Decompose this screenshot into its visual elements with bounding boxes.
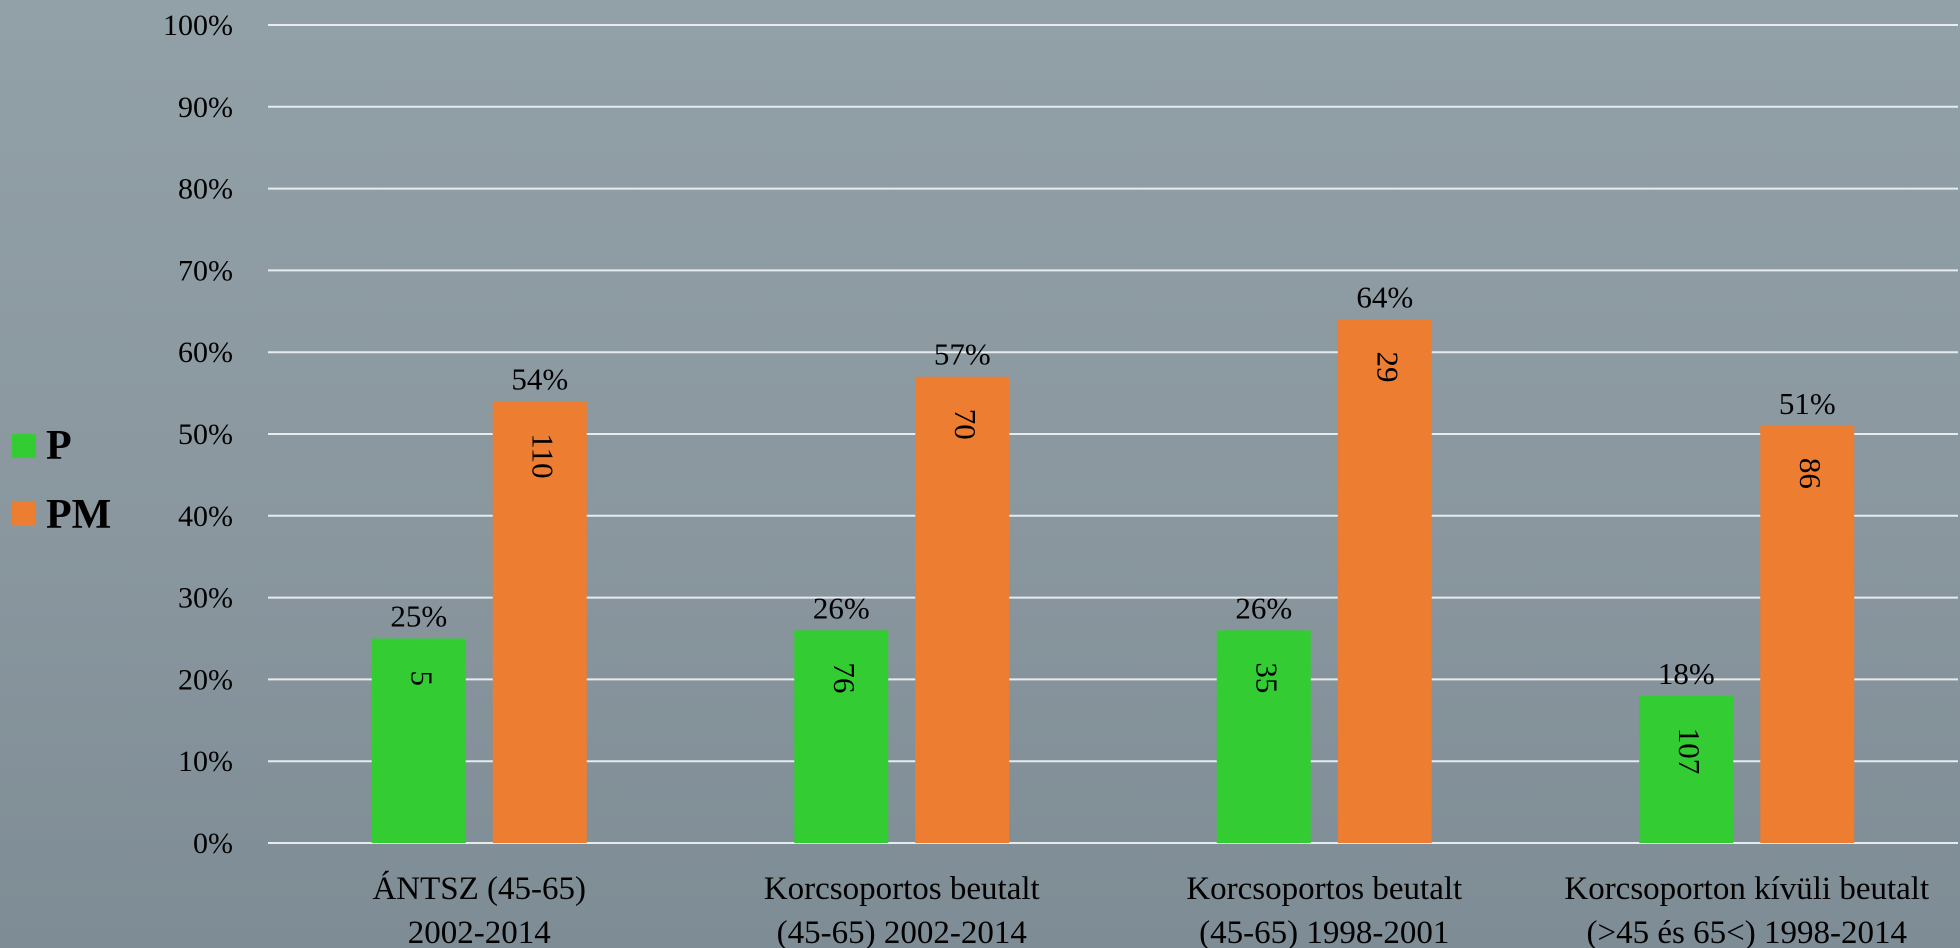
bar-pm — [1337, 319, 1432, 844]
y-tick-label: 60% — [178, 336, 233, 369]
data-label: 26% — [1235, 590, 1292, 625]
category-label: (45-65) 1998-2001 — [1199, 915, 1449, 948]
legend: P PM — [12, 423, 111, 538]
y-tick-label: 10% — [178, 745, 233, 778]
bar-count-label: 70 — [948, 409, 983, 440]
y-tick-label: 20% — [178, 663, 233, 696]
legend-swatch-pm — [12, 502, 36, 526]
data-label: 18% — [1658, 656, 1715, 691]
category-label: Korcsoporton kívüli beutalt — [1564, 871, 1929, 907]
bar-p — [1216, 630, 1311, 843]
bar-count-label: 107 — [1672, 728, 1707, 775]
legend-label-pm: PM — [46, 492, 111, 538]
category-label: Korcsoportos beutalt — [1186, 871, 1462, 907]
bar-pm — [915, 376, 1010, 843]
data-label: 54% — [511, 361, 568, 396]
bar-count-label: 110 — [526, 433, 561, 478]
category-label: 2002-2014 — [408, 915, 551, 948]
y-tick-label: 90% — [178, 91, 233, 124]
bar-p — [371, 638, 466, 843]
y-axis-ticks: 0% 10% 20% 30% 40% 50% 60% 70% 80% 90% 100% — [163, 9, 233, 860]
data-label: 25% — [390, 599, 447, 634]
category-label: Korcsoportos beutalt — [764, 871, 1040, 907]
data-labels: 25% 5 54% 110 26% 76 57% 70 26% 35 64% 29 18% 107 51% 8… — [390, 279, 1835, 774]
bar-count-label: 5 — [405, 671, 440, 687]
x-axis-categories: ÁNTSZ (45-65) 2002-2014 Korcsoportos beuta… — [372, 870, 1929, 948]
y-tick-label: 30% — [178, 582, 233, 615]
bar-pm — [492, 401, 587, 843]
bar-pm — [1760, 425, 1855, 843]
bar-count-label: 76 — [827, 662, 862, 693]
y-tick-label: 50% — [178, 418, 233, 451]
y-tick-label: 0% — [193, 827, 233, 860]
y-tick-label: 40% — [178, 500, 233, 533]
legend-label-p: P — [46, 423, 72, 469]
bar-count-label: 35 — [1250, 662, 1285, 693]
y-tick-label: 100% — [163, 9, 233, 42]
y-tick-label: 80% — [178, 173, 233, 206]
data-label: 26% — [813, 590, 870, 625]
data-label: 64% — [1356, 279, 1413, 314]
category-label: ÁNTSZ (45-65) — [372, 870, 586, 907]
data-label: 57% — [934, 337, 991, 372]
bar-p — [1639, 695, 1734, 843]
category-label: (45-65) 2002-2014 — [777, 915, 1027, 948]
bar-count-label: 29 — [1371, 351, 1406, 382]
data-label: 51% — [1779, 386, 1836, 421]
bar-p — [794, 630, 889, 843]
legend-swatch-p — [12, 434, 36, 458]
bar-count-label: 86 — [1793, 458, 1828, 489]
category-label: (>45 és 65<) 1998-2014 — [1587, 915, 1907, 948]
bars — [371, 319, 1855, 844]
y-tick-label: 70% — [178, 254, 233, 287]
